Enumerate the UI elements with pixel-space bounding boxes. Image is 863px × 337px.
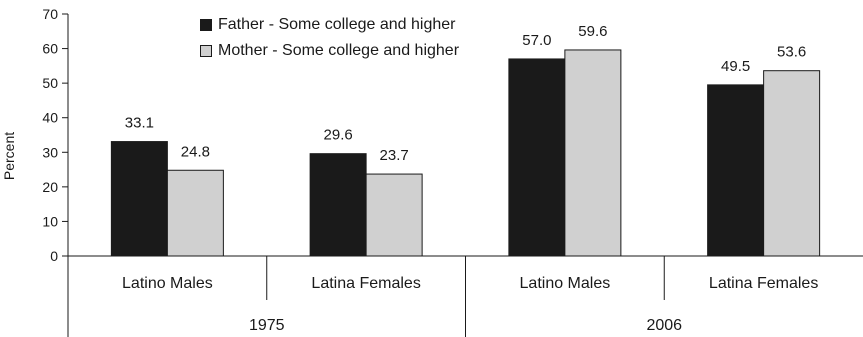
y-tick-label: 30 — [42, 144, 58, 160]
y-tick-label: 60 — [42, 41, 58, 57]
data-label: 49.5 — [721, 58, 750, 75]
x-category-label: Latina Females — [311, 275, 420, 292]
legend-swatch-mother — [200, 45, 212, 57]
bar-mother — [365, 173, 423, 257]
legend: Father - Some college and higher Mother … — [200, 14, 459, 66]
bar-father — [309, 153, 367, 257]
y-tick-label: 50 — [42, 75, 58, 91]
x-category-label: Latino Males — [520, 275, 611, 292]
bar-mother — [763, 70, 821, 257]
data-label: 29.6 — [324, 127, 353, 144]
y-axis: 0 10 20 30 40 50 60 70 — [42, 6, 69, 264]
data-label: 33.1 — [125, 115, 154, 132]
legend-item-father: Father - Some college and higher — [200, 14, 459, 36]
x-axis: Latino Males Latina Females Latino Males La… — [67, 255, 863, 337]
data-label: 57.0 — [522, 32, 551, 49]
y-tick-label: 0 — [50, 248, 58, 264]
x-category-label: Latino Males — [122, 275, 213, 292]
bars: 33.1 24.8 29.6 23.7 57.0 59.6 49.5 53.6 — [110, 23, 821, 257]
bar-mother — [166, 169, 224, 257]
legend-label-mother: Mother - Some college and higher — [218, 42, 460, 59]
x-group-label: 1975 — [249, 317, 285, 334]
legend-swatch-father — [200, 19, 212, 31]
y-tick-label: 20 — [42, 179, 58, 195]
y-axis-label: Percent — [1, 132, 17, 180]
data-label: 23.7 — [380, 147, 409, 164]
legend-item-mother: Mother - Some college and higher — [200, 40, 459, 62]
data-label: 59.6 — [578, 23, 607, 40]
y-tick-label: 10 — [42, 213, 58, 229]
y-tick-label: 40 — [42, 110, 58, 126]
legend-label-father: Father - Some college and higher — [218, 16, 456, 33]
bar-father — [707, 84, 765, 257]
data-label: 24.8 — [181, 143, 210, 160]
bar-father — [508, 58, 566, 257]
x-group-label: 2006 — [646, 317, 682, 334]
bar-father — [110, 141, 168, 257]
y-tick-label: 70 — [42, 6, 58, 22]
x-category-label: Latina Females — [709, 275, 818, 292]
bar-mother — [564, 49, 622, 257]
data-label: 53.6 — [777, 44, 806, 61]
